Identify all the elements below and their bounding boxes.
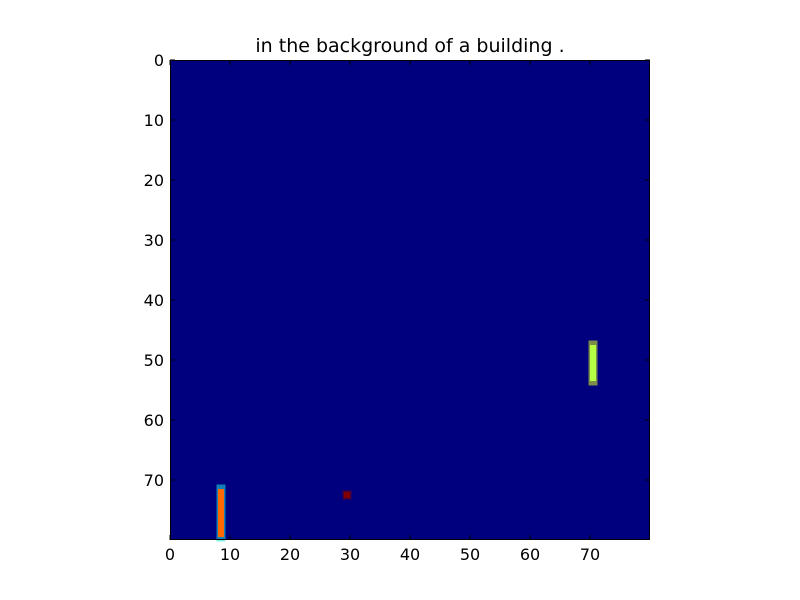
y-tick-label: 30 [144, 231, 164, 250]
x-tick-label: 70 [580, 545, 600, 564]
x-axis: 0 10 20 30 40 50 60 70 [165, 60, 600, 564]
x-tick-label: 10 [220, 545, 240, 564]
plot-area [170, 60, 650, 540]
x-tick-label: 50 [460, 545, 480, 564]
x-tick-label: 20 [280, 545, 300, 564]
y-tick-label: 0 [154, 51, 164, 70]
y-axis: 0 10 20 30 40 50 60 70 [144, 51, 650, 490]
x-tick-label: 60 [520, 545, 540, 564]
chart-title: in the background of a building . [255, 35, 564, 57]
x-tick-label: 40 [400, 545, 420, 564]
x-tick-label: 0 [165, 545, 175, 564]
y-tick-label: 60 [144, 411, 164, 430]
y-tick-label: 10 [144, 111, 164, 130]
heatmap-regions [216, 340, 598, 542]
heatmap-cell-bar-70 [590, 345, 596, 381]
y-tick-label: 50 [144, 351, 164, 370]
y-tick-label: 20 [144, 171, 164, 190]
y-tick-label: 70 [144, 471, 164, 490]
x-tick-label: 30 [340, 545, 360, 564]
y-tick-label: 40 [144, 291, 164, 310]
heatmap-cell-dot-30 [344, 492, 350, 498]
heatmap-cell-bar-8 [218, 489, 224, 537]
